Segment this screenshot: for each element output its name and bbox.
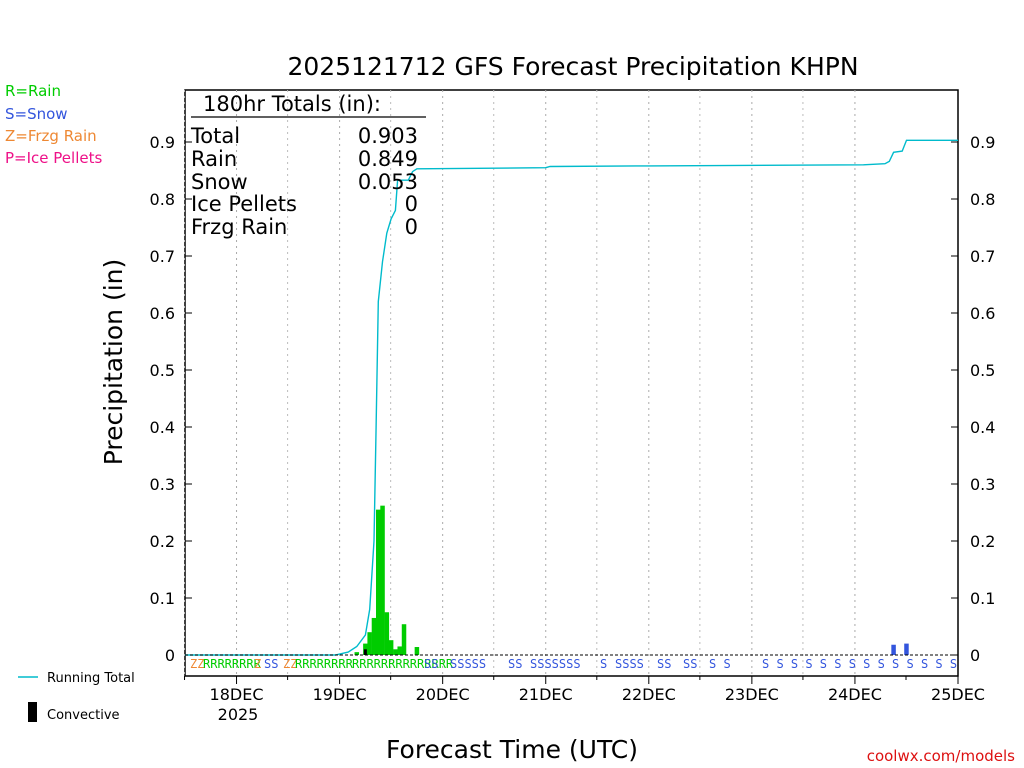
legend-ice-pellets: P=Ice Pellets (5, 149, 102, 167)
x-tick-label: 22DEC (622, 685, 676, 704)
y-tick-label-right: 0.3 (970, 475, 995, 494)
ptype-snow: SSSS (615, 657, 644, 671)
ptype-snow: SS (657, 657, 671, 671)
y-tick-label-left: 0.6 (150, 304, 175, 323)
legend-running-total: Running Total (47, 671, 135, 686)
ptype-snow: S S (709, 657, 731, 671)
rain-bar (376, 509, 381, 655)
ptype-frzg: ZZ (190, 657, 204, 671)
rain-total-label: Rain (191, 147, 237, 171)
ptype-snow: S S S S S S S S S S S S S S (762, 657, 957, 671)
ptype-frzg: Z (254, 657, 261, 671)
y-tick-label-left: 0.7 (150, 247, 175, 266)
rain-bar (401, 624, 407, 655)
legend-rain: R=Rain (5, 82, 61, 100)
y-tick-label-left: 0.8 (150, 190, 175, 209)
snow-total-value: 0.053 (358, 170, 418, 194)
legend-frzg-rain: Z=Frzg Rain (5, 127, 97, 145)
rain-total-value: 0.849 (358, 147, 418, 171)
y-tick-label-right: 0.5 (970, 361, 995, 380)
y-tick-label-left: 0.2 (150, 532, 175, 551)
x-tick-label: 25DEC (931, 685, 985, 704)
frzg-total-label: Frzg Rain (191, 215, 287, 239)
snow-total-label: Snow (191, 170, 248, 194)
total-label: Total (190, 124, 240, 148)
y-tick-label-right: 0.7 (970, 247, 995, 266)
ptype-snow: SSSSS (450, 657, 486, 671)
running-total-line (185, 139, 958, 656)
x-tick-label: 21DEC (519, 685, 573, 704)
rain-bar (397, 646, 402, 655)
totals-header: 180hr Totals (in): (203, 92, 381, 116)
plot-frame (184, 89, 959, 677)
y-tick-label-left: 0.3 (150, 475, 175, 494)
ptype-rain: RRRRRRRR (295, 657, 354, 671)
x-tick-label: 19DEC (313, 685, 367, 704)
year-label: 2025 (218, 705, 259, 724)
y-tick-label-left: 0 (165, 646, 175, 665)
y-tick-label-left: 0.5 (150, 361, 175, 380)
y-tick-label-right: 0.8 (970, 190, 995, 209)
ptype-snow: SS (264, 657, 278, 671)
y-tick-label-right: 0.9 (970, 133, 995, 152)
chart-title: 2025121712 GFS Forecast Precipitation KH… (287, 52, 858, 81)
rain-bar (384, 612, 390, 655)
ptype-snow: SS (683, 657, 697, 671)
x-tick-label: 18DEC (210, 685, 264, 704)
rain-bar (393, 649, 398, 655)
rain-bar (371, 617, 377, 655)
ice-total-value: 0 (405, 192, 418, 216)
ice-total-label: Ice Pellets (191, 192, 297, 216)
ptype-frzg: ZZ (283, 657, 297, 671)
vertical-gridlines (184, 90, 856, 676)
convective-swatch (28, 702, 37, 722)
y-tick-label-right: 0 (970, 646, 980, 665)
legend-snow: S=Snow (5, 105, 68, 123)
ptype-snow: SS (424, 657, 438, 671)
y-tick-label-right: 0.1 (970, 589, 995, 608)
y-tick-label-left: 0.1 (150, 589, 175, 608)
y-tick-label-right: 0.2 (970, 532, 995, 551)
site-credit: coolwx.com/models (867, 747, 1015, 765)
rain-bar (388, 640, 394, 655)
y-tick-label-right: 0.6 (970, 304, 995, 323)
x-tick-label: 24DEC (828, 685, 882, 704)
convective-bar (363, 649, 367, 655)
y-tick-label-left: 0.9 (150, 133, 175, 152)
x-tick-label: 20DEC (416, 685, 470, 704)
rain-bar (380, 505, 385, 655)
snow-bar (891, 644, 896, 655)
ptype-snow: SS (508, 657, 522, 671)
legend-convective: Convective (47, 708, 120, 723)
ptype-rain: RRRRRRRR (203, 657, 262, 671)
rain-bar (367, 632, 372, 655)
ptype-rain: RRRRRRRRRRRRRR (352, 657, 454, 671)
totals-box: 180hr Totals (in): Total 0.903 Rain 0.84… (184, 92, 426, 239)
x-axis: 18DEC 19DEC 20DEC 21DEC 22DEC 23DEC 24DEC 25DEC (184, 676, 985, 704)
total-value: 0.903 (358, 124, 418, 148)
ptype-snow: S (600, 657, 607, 671)
y-axis: 0 00.1 0.10.2 0.20.3 0.30.4 0.40.5 0.50.6 0.60.… (150, 133, 996, 665)
x-tick-label: 23DEC (725, 685, 779, 704)
rain-bar (414, 647, 420, 655)
y-tick-label-right: 0.4 (970, 418, 995, 437)
rain-bar (354, 652, 360, 655)
frzg-total-value: 0 (405, 215, 418, 239)
snow-bar (904, 643, 909, 655)
precip-bars (354, 505, 909, 655)
x-axis-label: Forecast Time (UTC) (386, 735, 638, 764)
y-tick-label-left: 0.4 (150, 418, 175, 437)
ptype-snow: SSSSSSS (530, 657, 581, 671)
y-axis-label: Precipitation (in) (99, 259, 128, 466)
